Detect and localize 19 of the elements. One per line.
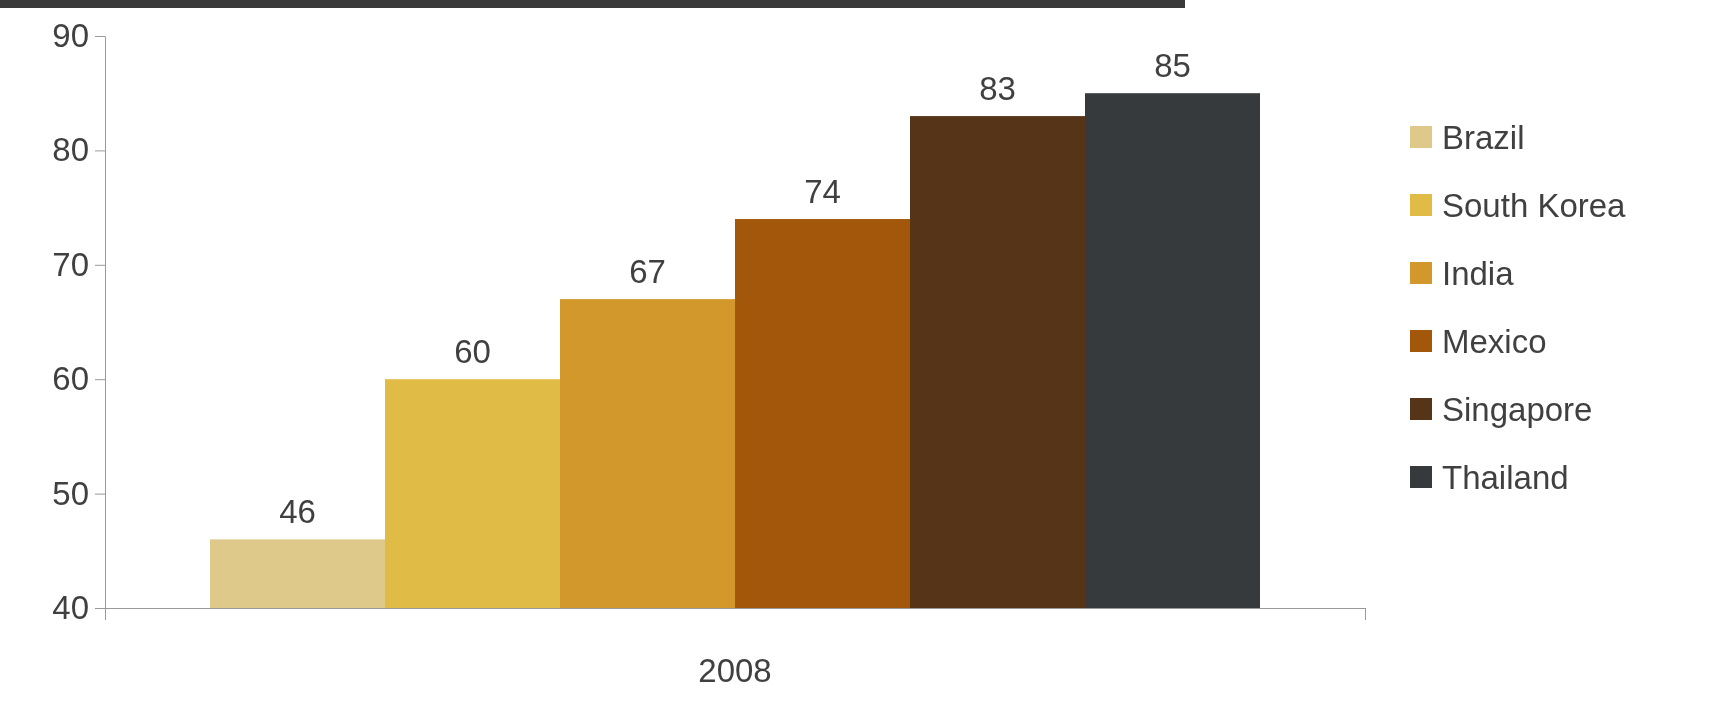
data-label: 85 [1154,47,1191,85]
data-label: 83 [979,70,1016,108]
legend-label: Mexico [1442,323,1547,360]
legend-label: Brazil [1442,119,1525,156]
y-tick-label: 70 [52,245,89,283]
legend-label: Singapore [1442,391,1593,428]
y-tick-label: 90 [52,17,89,55]
legend-label: India [1442,255,1515,292]
y-tick-label: 40 [52,589,89,627]
y-tick-label: 80 [52,131,89,169]
y-tick-label: 60 [52,360,89,398]
legend-label: South Korea [1442,187,1627,224]
x-tick-label: 2008 [698,652,772,689]
data-label: 67 [629,253,666,291]
data-label: 46 [279,493,316,531]
y-tick-label: 50 [52,474,89,512]
data-label: 74 [804,173,841,211]
legend-label: Thailand [1442,459,1569,496]
data-label: 60 [454,333,491,371]
